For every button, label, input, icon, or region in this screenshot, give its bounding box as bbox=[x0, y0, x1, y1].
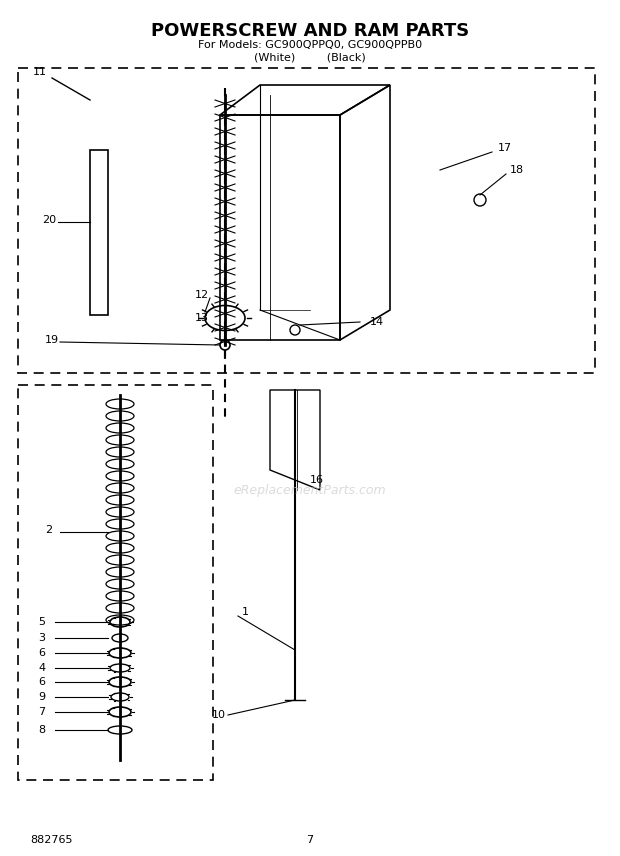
Bar bbox=[18, 68, 595, 373]
Text: 16: 16 bbox=[310, 475, 324, 485]
Text: 11: 11 bbox=[33, 67, 47, 77]
Text: 9: 9 bbox=[38, 692, 45, 702]
Text: 6: 6 bbox=[38, 648, 45, 658]
Text: For Models: GC900QPPQ0, GC900QPPB0: For Models: GC900QPPQ0, GC900QPPB0 bbox=[198, 40, 422, 50]
Text: 10: 10 bbox=[212, 710, 226, 720]
Text: (White)         (Black): (White) (Black) bbox=[254, 52, 366, 62]
Bar bbox=[90, 150, 108, 315]
Text: 13: 13 bbox=[195, 313, 209, 323]
Text: 8: 8 bbox=[38, 725, 45, 735]
Text: 882765: 882765 bbox=[30, 835, 73, 845]
Text: 2: 2 bbox=[45, 525, 52, 535]
Text: POWERSCREW AND RAM PARTS: POWERSCREW AND RAM PARTS bbox=[151, 22, 469, 40]
Text: 5: 5 bbox=[38, 617, 45, 627]
Text: 6: 6 bbox=[38, 677, 45, 687]
Text: 7: 7 bbox=[306, 835, 314, 845]
Text: 12: 12 bbox=[195, 290, 209, 300]
Text: 18: 18 bbox=[510, 165, 524, 175]
Text: 3: 3 bbox=[38, 633, 45, 643]
Text: 4: 4 bbox=[38, 663, 45, 673]
Text: 20: 20 bbox=[42, 215, 56, 225]
Text: 19: 19 bbox=[45, 335, 59, 345]
Text: 17: 17 bbox=[498, 143, 512, 153]
Text: 14: 14 bbox=[370, 317, 384, 327]
Text: 7: 7 bbox=[38, 707, 45, 717]
Text: eReplacementParts.com: eReplacementParts.com bbox=[234, 484, 386, 496]
Bar bbox=[18, 385, 213, 780]
Text: 1: 1 bbox=[242, 607, 249, 617]
